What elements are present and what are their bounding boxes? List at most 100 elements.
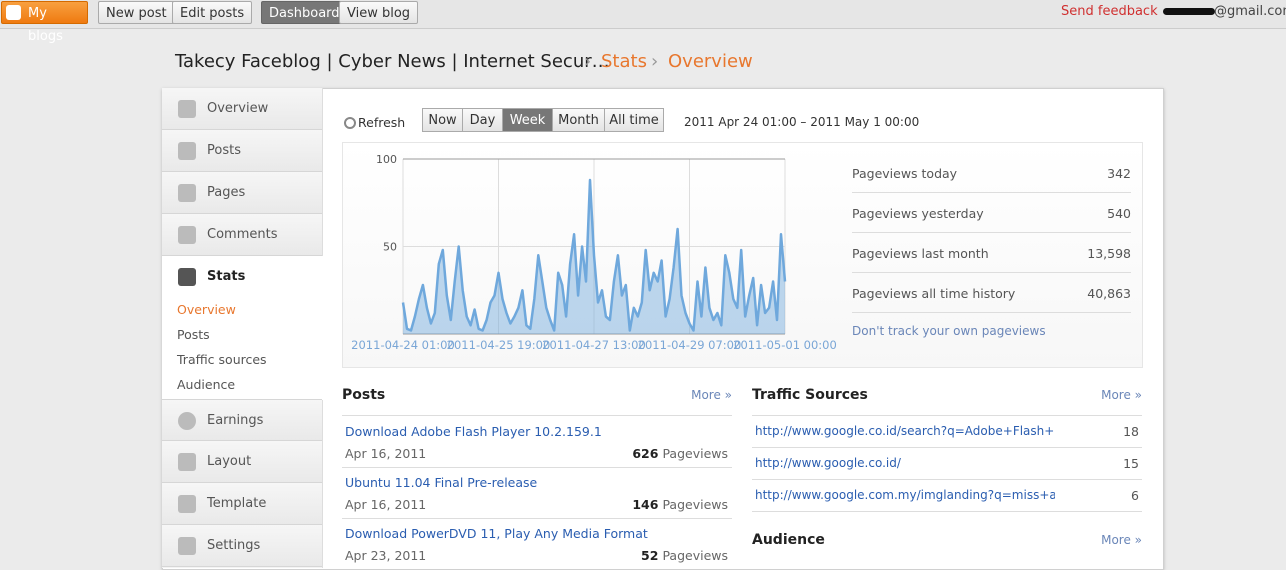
nav-item[interactable]: Layout xyxy=(162,441,322,483)
x-tick-label: 2011-04-27 13:00 xyxy=(542,338,646,352)
post-date: Apr 16, 2011 xyxy=(345,446,427,461)
icon xyxy=(178,268,196,286)
post-views: 146 Pageviews xyxy=(632,497,728,512)
traffic-title: Traffic Sources xyxy=(752,387,868,403)
range-button[interactable]: Now xyxy=(423,108,463,132)
stat-label: Pageviews yesterday xyxy=(852,206,984,221)
new-post-button[interactable]: New post xyxy=(98,1,175,24)
stat-label: Pageviews last month xyxy=(852,246,989,261)
divider xyxy=(752,415,1142,416)
label: Pages xyxy=(207,185,246,200)
redacted-email xyxy=(1163,8,1215,15)
divider xyxy=(852,272,1131,273)
post-date: Apr 16, 2011 xyxy=(345,497,427,512)
divider xyxy=(342,467,732,468)
nav-item[interactable]: Settings xyxy=(162,525,322,567)
edit-posts-button[interactable]: Edit posts xyxy=(172,1,253,24)
source-link[interactable]: http://www.google.com.my/imglanding?q=mi… xyxy=(755,488,1055,502)
nav-item[interactable]: Template xyxy=(162,483,322,525)
source-link[interactable]: http://www.google.co.id/search?q=Adobe+F… xyxy=(755,424,1055,438)
label: Earnings xyxy=(207,413,264,428)
post-link[interactable]: Download PowerDVD 11, Play Any Media For… xyxy=(345,526,648,541)
blogger-icon xyxy=(6,5,21,20)
post-date: Apr 23, 2011 xyxy=(345,548,427,563)
divider xyxy=(342,518,732,519)
count: 146 xyxy=(632,497,659,512)
divider xyxy=(752,447,1142,448)
post-link[interactable]: Download Adobe Flash Player 10.2.159.1 xyxy=(345,424,602,439)
dont-track-link[interactable]: Don't track your own pageviews xyxy=(852,324,1046,338)
line xyxy=(401,178,787,332)
icon xyxy=(178,142,196,160)
divider xyxy=(342,415,732,416)
icon xyxy=(178,495,196,513)
icon xyxy=(178,453,196,471)
post-link[interactable]: Ubuntu 11.04 Final Pre-release xyxy=(345,475,538,490)
count: 52 xyxy=(641,548,659,563)
nav-item[interactable]: Earnings xyxy=(162,399,322,441)
unit: Pageviews xyxy=(662,446,728,461)
label: Settings xyxy=(207,538,261,553)
my-blogs-button[interactable]: My blogs xyxy=(1,1,88,44)
sub-item[interactable]: Audience xyxy=(177,377,236,392)
refresh-icon xyxy=(344,117,356,129)
nav-item[interactable]: Overview xyxy=(162,88,322,130)
separator: › xyxy=(584,51,592,72)
nav-item[interactable]: Comments xyxy=(162,214,322,256)
more-link[interactable]: More » xyxy=(1101,533,1142,547)
x-tick-label: 2011-04-24 01:00 xyxy=(351,338,455,352)
stat-label: Pageviews all time history xyxy=(852,286,1016,301)
post-views: 626 Pageviews xyxy=(632,446,728,461)
dashboard-button[interactable]: Dashboard xyxy=(261,1,348,24)
label: Posts xyxy=(207,143,241,158)
divider xyxy=(752,479,1142,480)
label: My blogs xyxy=(28,6,63,44)
sub-item[interactable]: Posts xyxy=(177,327,210,342)
label: Template xyxy=(207,496,267,511)
source-link[interactable]: http://www.google.co.id/ xyxy=(755,456,901,470)
icon xyxy=(178,184,196,202)
stat-value: 40,863 xyxy=(1087,286,1131,301)
stat-label: Pageviews today xyxy=(852,166,958,181)
range-button[interactable]: Month xyxy=(553,108,605,132)
divider xyxy=(852,192,1131,193)
post-views: 52 Pageviews xyxy=(641,548,728,563)
icon xyxy=(178,100,196,118)
separator: › xyxy=(651,51,659,72)
sub-item[interactable]: Traffic sources xyxy=(177,352,267,367)
x-tick-label: 2011-05-01 00:00 xyxy=(733,338,837,352)
source-count: 18 xyxy=(1123,424,1139,439)
stat-value: 540 xyxy=(1107,206,1131,221)
sub-item[interactable]: Overview xyxy=(177,302,236,317)
blog-title: Takecy Faceblog | Cyber News | Internet … xyxy=(175,51,610,72)
divider xyxy=(852,232,1131,233)
source-count: 15 xyxy=(1123,456,1139,471)
count: 626 xyxy=(632,446,659,461)
x-tick-label: 2011-04-25 19:00 xyxy=(447,338,551,352)
view-blog-button[interactable]: View blog xyxy=(339,1,419,24)
stat-value: 13,598 xyxy=(1087,246,1131,261)
source-count: 6 xyxy=(1131,488,1139,503)
email-domain: @gmail.com xyxy=(1214,4,1286,19)
send-feedback[interactable]: Send feedback xyxy=(1061,4,1158,19)
date-range: 2011 Apr 24 01:00 – 2011 May 1 00:00 xyxy=(684,115,920,129)
label: Stats xyxy=(207,269,246,284)
nav-item[interactable]: Pages xyxy=(162,172,322,214)
more-link[interactable]: More » xyxy=(1101,388,1142,402)
x-tick-label: 2011-04-29 07:00 xyxy=(638,338,742,352)
more-link[interactable]: More » xyxy=(691,388,732,402)
crumb-stats[interactable]: Stats xyxy=(601,51,647,72)
nav-item[interactable]: Posts xyxy=(162,130,322,172)
range-button[interactable]: Day xyxy=(463,108,503,132)
stats-panel: 2011-04-24 01:00 2011-04-25 19:00 2011-04-… xyxy=(342,142,1143,368)
icon xyxy=(178,537,196,555)
range-button[interactable]: All time xyxy=(605,108,664,132)
icon xyxy=(178,226,196,244)
refresh-button[interactable]: Refresh xyxy=(358,115,406,130)
stat-value: 342 xyxy=(1107,166,1131,181)
range-group: Now Day Week Month All time xyxy=(422,108,665,132)
range-button[interactable]: Week xyxy=(503,108,553,132)
y-tick-label: 50 xyxy=(383,241,397,254)
nav-item-selected[interactable]: Stats xyxy=(162,256,323,298)
